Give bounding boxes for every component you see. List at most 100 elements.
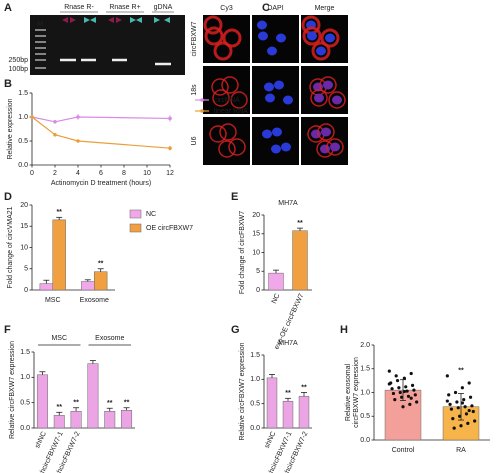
- legend-label: OE circFBXW7: [146, 225, 193, 232]
- legend-swatch: [129, 209, 142, 219]
- data-point: [413, 393, 417, 397]
- data-point: [453, 390, 458, 395]
- panel-letter: G: [231, 324, 240, 336]
- point: [76, 139, 80, 143]
- data-point: [467, 381, 471, 385]
- y-tick-label: 1.5: [20, 349, 30, 356]
- data-point: [458, 414, 462, 418]
- data-point: [467, 408, 471, 413]
- point: [53, 132, 57, 137]
- nucleus: [332, 95, 342, 105]
- y-tick-label: 5: [256, 268, 260, 275]
- data-point: [451, 417, 455, 421]
- bar: [39, 283, 53, 291]
- x-tick-label: NC: [271, 293, 282, 305]
- data-point: [402, 389, 406, 394]
- size-label: 250bp: [9, 57, 29, 64]
- y-tick-label: 0.5: [250, 401, 260, 408]
- data-point: [466, 421, 470, 425]
- x-tick-label: shNC: [264, 431, 278, 450]
- significance: **: [98, 261, 104, 268]
- bar: [121, 410, 133, 429]
- y-tick-label: 0: [256, 287, 260, 294]
- chart-title: MH7A: [278, 200, 298, 207]
- cell: [320, 28, 340, 48]
- row-label: U6: [191, 136, 198, 145]
- data-point: [452, 426, 456, 430]
- data-point: [464, 412, 469, 416]
- legend-label: NC: [146, 211, 156, 218]
- point: [168, 146, 172, 150]
- nucleus: [316, 46, 326, 56]
- y-tick-label: 5: [24, 266, 28, 273]
- bar: [53, 415, 65, 429]
- group-label: Exosome: [95, 335, 124, 342]
- x-tick-label: Exosome: [80, 297, 109, 304]
- nucleus: [276, 33, 286, 43]
- nucleus: [323, 80, 333, 90]
- significance: **: [285, 390, 291, 397]
- cell: [230, 91, 248, 109]
- cell: [326, 138, 344, 156]
- data-point: [460, 401, 464, 405]
- bar: [94, 271, 108, 291]
- data-point: [462, 398, 466, 402]
- nucleus: [321, 127, 331, 137]
- data-point: [400, 395, 404, 399]
- data-point: [463, 405, 467, 409]
- cell: [311, 41, 331, 61]
- legend-label: linear RNA: [214, 108, 248, 115]
- nucleus: [325, 33, 335, 43]
- bar: [81, 281, 95, 291]
- x-tick-label: 0: [30, 170, 34, 177]
- significance: **: [124, 400, 130, 407]
- bar: [70, 411, 82, 429]
- data-point: [394, 374, 398, 378]
- ladder-label: M: [37, 21, 43, 28]
- bar: [298, 396, 310, 429]
- x-tick-label: Control: [392, 447, 415, 454]
- nucleus: [264, 82, 274, 92]
- bar: [36, 374, 48, 429]
- data-point: [409, 396, 413, 400]
- bar: [266, 377, 278, 429]
- series-line: [31, 116, 171, 123]
- significance: **: [297, 220, 303, 227]
- y-tick-label: 0.0: [360, 437, 370, 444]
- y-tick-label: 1.5: [250, 352, 260, 359]
- nucleus: [267, 46, 277, 56]
- point: [168, 116, 172, 121]
- y-tick-label: 1.0: [250, 376, 260, 383]
- gel-image: [30, 15, 185, 75]
- panel-letter: H: [340, 324, 348, 336]
- cell: [228, 138, 246, 156]
- x-axis-label: Actinomycin D treatment (hours): [51, 180, 151, 187]
- row-label: circFBXW7: [191, 21, 198, 56]
- y-tick-label: 1.0: [18, 114, 28, 121]
- cell: [221, 76, 239, 94]
- ladder: [35, 29, 46, 69]
- data-point: [410, 383, 415, 387]
- data-point: [449, 407, 454, 411]
- legend-marker: [200, 98, 204, 102]
- micrograph: [203, 15, 250, 63]
- panel-letter: D: [4, 191, 12, 203]
- nucleus: [274, 80, 284, 90]
- y-axis-label: Relative exosomal: [345, 363, 352, 421]
- point: [30, 115, 34, 119]
- data-point: [412, 388, 416, 392]
- panel-letter: B: [4, 78, 12, 90]
- cell: [213, 41, 233, 61]
- y-tick-label: 20: [252, 212, 260, 219]
- data-point: [415, 400, 419, 404]
- nucleus: [272, 127, 282, 137]
- group-label: MSC: [51, 335, 67, 342]
- data-point: [395, 379, 400, 383]
- gel-panel: A M Rnase R- Rnase R+ gDNA 250bp 100bp: [4, 2, 185, 75]
- y-axis-label: Fold change of circVMA21: [7, 206, 14, 288]
- y-tick-label: 0.5: [20, 400, 30, 407]
- significance: **: [56, 209, 62, 216]
- nucleus: [307, 31, 317, 41]
- micrograph: [252, 66, 299, 114]
